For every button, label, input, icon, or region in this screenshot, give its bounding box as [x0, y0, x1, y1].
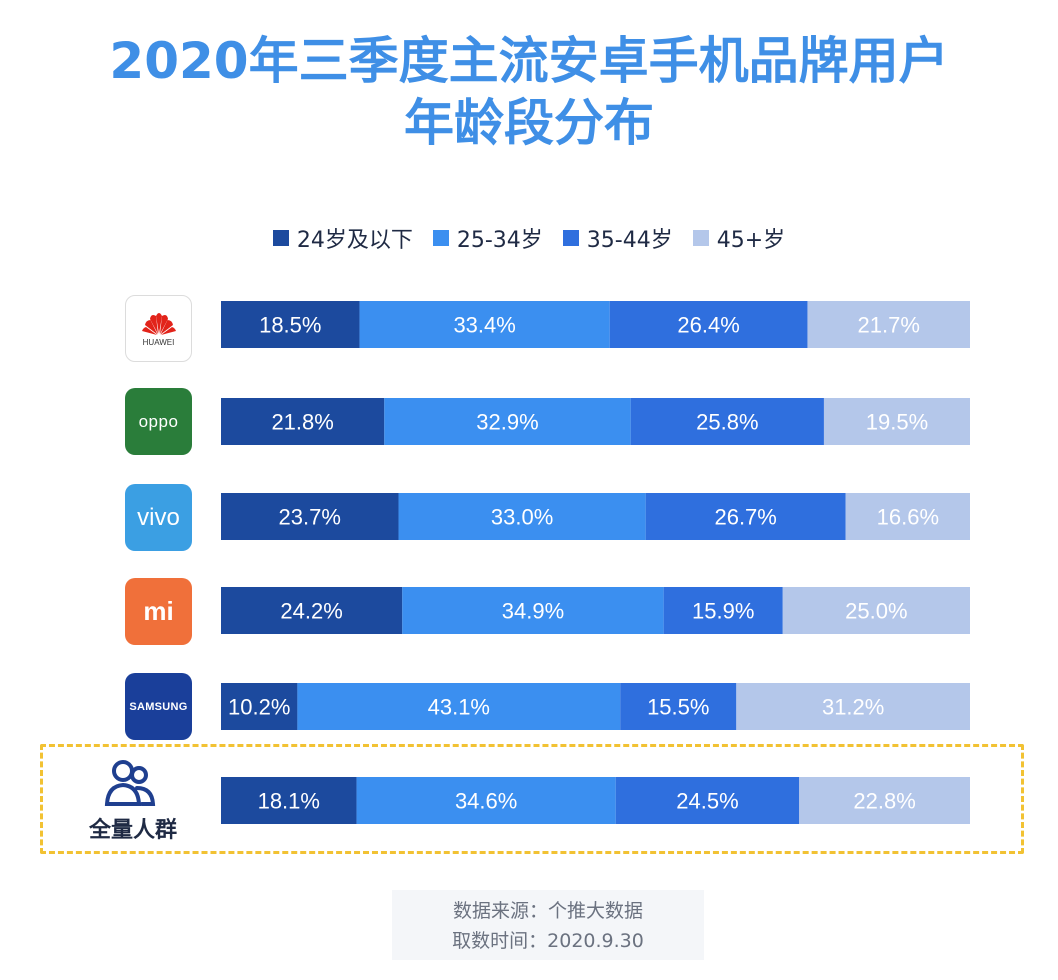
- bar-segment: [297, 683, 621, 730]
- legend-label-24-below: 24岁及以下: [296, 228, 413, 253]
- bar-segment: [356, 777, 616, 824]
- legend-label-45-plus: 45+岁: [716, 228, 786, 253]
- oppo-logo-text: oppo: [138, 411, 179, 431]
- bar-segment: [620, 683, 737, 730]
- bar-data-label: 21.7%: [858, 313, 920, 338]
- legend-swatch-45-plus: [692, 230, 709, 246]
- chart-title-line2: 年龄段分布: [404, 94, 654, 152]
- bar-segment: [645, 493, 846, 540]
- chart-title-line1: 2020年三季度主流安卓手机品牌用户: [109, 32, 949, 90]
- bar-data-label: 23.7%: [279, 505, 341, 530]
- bar-segment: [221, 587, 403, 634]
- all-population-label: 全量人群: [88, 818, 177, 843]
- vivo-logo-text: vivo: [137, 503, 180, 531]
- bar-data-label: 24.2%: [280, 599, 342, 624]
- bar-segment: [799, 777, 970, 824]
- bar-segment: [221, 777, 357, 824]
- samsung-logo-text: SAMSUNG: [129, 700, 188, 713]
- huawei-flower-icon: [141, 313, 176, 335]
- oppo-logo: oppo: [125, 388, 192, 455]
- bar-data-label: 31.2%: [822, 695, 884, 720]
- samsung-logo: SAMSUNG: [125, 673, 192, 740]
- bar-data-label: 16.6%: [877, 505, 939, 530]
- bar-data-label: 43.1%: [428, 695, 490, 720]
- bar-data-label: 34.6%: [455, 789, 517, 814]
- bar-data-label: 18.1%: [258, 789, 320, 814]
- bar-data-label: 26.4%: [677, 313, 739, 338]
- bar-data-label: 22.8%: [853, 789, 915, 814]
- bar-segment: [609, 301, 808, 348]
- mi-logo: mi: [125, 578, 192, 645]
- legend-swatch-25-34: [432, 230, 449, 246]
- legend-label-35-44: 35-44岁: [586, 228, 673, 253]
- bar-data-label: 33.4%: [453, 313, 515, 338]
- bar-data-label: 24.5%: [676, 789, 738, 814]
- bar-segment: [663, 587, 783, 634]
- data-source-box: 数据来源：个推大数据 取数时间：2020.9.30: [392, 890, 704, 960]
- bar-segment: [823, 398, 970, 445]
- bar-segment: [845, 493, 970, 540]
- bar-data-label: 10.2%: [228, 695, 290, 720]
- bar-data-label: 26.7%: [714, 505, 776, 530]
- bar-segment: [782, 587, 970, 634]
- bar-segment: [402, 587, 664, 634]
- bar-segment: [221, 301, 360, 348]
- bar-data-label: 33.0%: [491, 505, 553, 530]
- bar-data-label: 34.9%: [502, 599, 564, 624]
- vivo-logo: vivo: [125, 484, 192, 551]
- legend-item-35-44: 35-44岁: [562, 222, 673, 254]
- bar-data-label: 15.9%: [692, 599, 754, 624]
- legend-swatch-24-below: [272, 230, 289, 246]
- people-icon: [104, 760, 156, 806]
- bar-segment: [398, 493, 646, 540]
- all-population-highlight: [40, 744, 1024, 854]
- bar-segment: [615, 777, 800, 824]
- huawei-logo: HUAWEI: [125, 295, 192, 362]
- bar-segment: [359, 301, 610, 348]
- data-date-text: 取数时间：2020.9.30: [452, 930, 644, 952]
- mi-logo-text: mi: [143, 596, 174, 626]
- bar-data-label: 21.8%: [271, 410, 333, 435]
- bar-segment: [221, 683, 298, 730]
- legend-item-25-34: 25-34岁: [432, 222, 543, 254]
- bar-segment: [736, 683, 970, 730]
- legend-item-24-below: 24岁及以下: [272, 222, 413, 254]
- huawei-logo-text: HUAWEI: [142, 338, 175, 347]
- legend-label-25-34: 25-34岁: [456, 228, 543, 253]
- legend-item-45-plus: 45+岁: [692, 222, 786, 254]
- bar-segment: [221, 398, 385, 445]
- bar-segment: [630, 398, 824, 445]
- bar-segment: [221, 493, 399, 540]
- legend: 24岁及以下 25-34岁 35-44岁 45+岁: [0, 222, 1058, 254]
- legend-swatch-35-44: [562, 230, 579, 246]
- bar-data-label: 15.5%: [647, 695, 709, 720]
- data-source-text: 数据来源：个推大数据: [452, 900, 643, 922]
- bar-data-label: 19.5%: [866, 410, 928, 435]
- bar-segment: [807, 301, 970, 348]
- bar-data-label: 25.0%: [845, 599, 907, 624]
- bar-data-label: 18.5%: [259, 313, 321, 338]
- bar-data-label: 25.8%: [696, 410, 758, 435]
- bar-data-label: 32.9%: [476, 410, 538, 435]
- bar-segment: [384, 398, 631, 445]
